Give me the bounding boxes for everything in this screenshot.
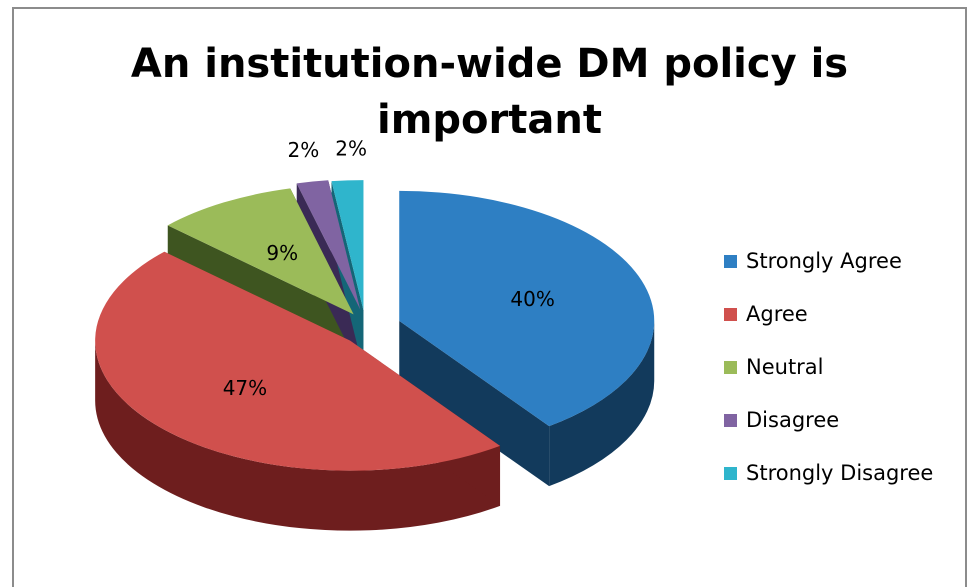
data-label-agree: 47%	[223, 376, 267, 400]
legend-label-disagree: Disagree	[746, 408, 839, 432]
data-label-disagree: 2%	[288, 138, 320, 162]
legend: Strongly Agree Agree Neutral Disagree Strong…	[724, 249, 933, 485]
data-label-strongly-agree: 40%	[510, 287, 554, 311]
legend-swatch-strongly-agree	[724, 255, 737, 268]
data-label-strongly-disagree: 2%	[335, 137, 367, 161]
slice-strongly-disagree	[331, 180, 364, 311]
slice-agree	[95, 251, 501, 471]
data-label-neutral: 9%	[266, 241, 298, 265]
legend-label-agree: Agree	[746, 302, 808, 326]
slice-disagree	[296, 180, 361, 310]
legend-label-strongly-disagree: Strongly Disagree	[746, 461, 933, 485]
legend-swatch-strongly-disagree	[724, 467, 737, 480]
legend-label-neutral: Neutral	[746, 355, 824, 379]
chart-title: An institution-wide DM policy is importa…	[130, 41, 849, 143]
legend-swatch-neutral	[724, 361, 737, 374]
slice-side-strongly-agree	[549, 320, 655, 487]
slice-side-agree	[95, 340, 501, 531]
legend-swatch-agree	[724, 308, 737, 321]
slice-neutral	[167, 188, 354, 315]
pie-slices	[95, 180, 655, 531]
slice-wall-strongly-agree-1	[399, 320, 550, 487]
legend-swatch-disagree	[724, 414, 737, 427]
data-labels: 40% 47% 9% 2% 2%	[223, 137, 555, 400]
legend-label-strongly-agree: Strongly Agree	[746, 249, 902, 273]
slice-strongly-agree	[399, 190, 655, 427]
